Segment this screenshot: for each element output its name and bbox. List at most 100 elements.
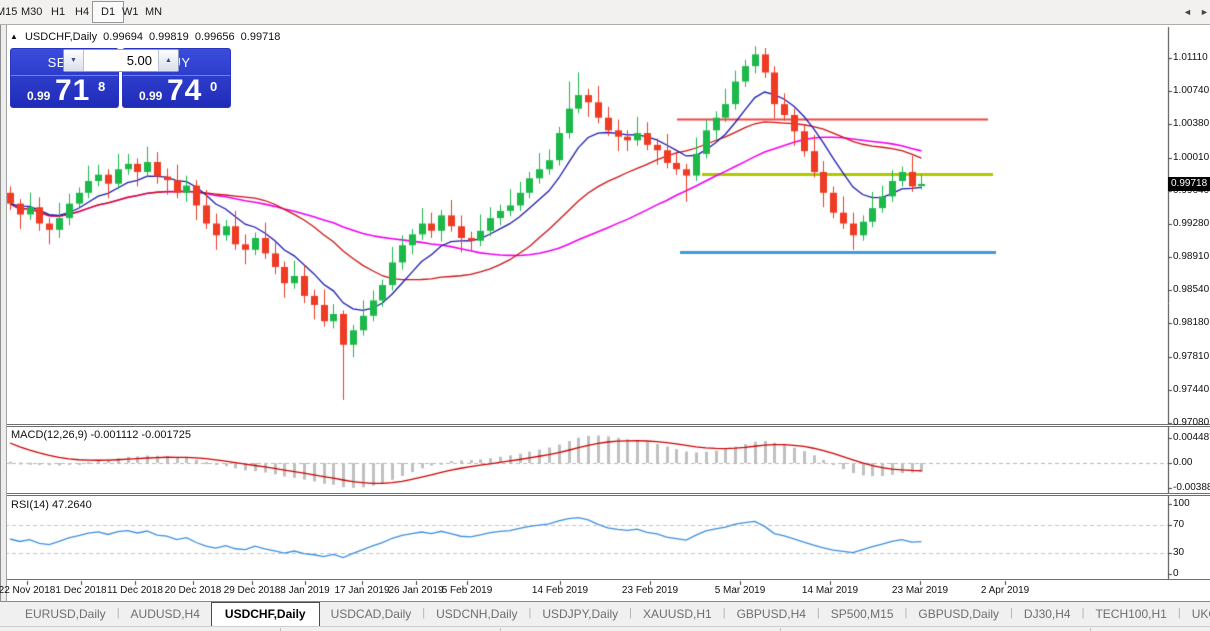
status-bar xyxy=(0,626,1210,631)
price-axis-label: 1.00010 xyxy=(1173,152,1210,163)
price-axis-label: 0.98180 xyxy=(1173,317,1210,328)
timeframe-button-h1[interactable]: H1 xyxy=(51,6,66,18)
timeframe-button-m15[interactable]: M15 xyxy=(0,6,18,18)
date-axis-label: 11 Dec 2018 xyxy=(107,585,163,596)
current-price-badge: 0.99718 xyxy=(1168,177,1210,191)
tab-separator: | xyxy=(422,607,426,619)
macd-axis-label: 0.004487 xyxy=(1173,432,1210,443)
tab-separator: | xyxy=(528,607,532,619)
window-left-border xyxy=(0,25,7,601)
chart-tab-xauusd-h1[interactable]: XAUUSD,H1 xyxy=(643,607,712,621)
status-separator xyxy=(1090,628,1091,631)
tab-separator: | xyxy=(816,607,820,619)
bar-high-value: 0.99819 xyxy=(149,31,189,43)
panel-splitter[interactable] xyxy=(0,424,1210,427)
chart-tab-usdjpy-daily[interactable]: USDJPY,Daily xyxy=(542,607,619,621)
bar-low-value: 0.99656 xyxy=(194,31,235,43)
price-axis-label: 1.00740 xyxy=(1173,85,1210,96)
chart-tab-gbpusd-h4[interactable]: GBPUSD,H4 xyxy=(736,607,806,621)
tab-separator: | xyxy=(629,607,633,619)
timeframe-button-d1[interactable]: D1 xyxy=(92,1,125,23)
chart-tab-eurusd-daily[interactable]: EURUSD,Daily xyxy=(25,607,106,621)
sell-price-prefix: 0.99 xyxy=(27,89,51,103)
buy-price-prefix: 0.99 xyxy=(139,89,163,103)
rsi-axis-label: 30 xyxy=(1173,547,1185,558)
date-axis-label: 22 Nov 2018 xyxy=(0,585,56,596)
timeframe-button-mn[interactable]: MN xyxy=(145,6,163,18)
status-separator xyxy=(280,628,281,631)
chart-symbol-label: USDCHF,Daily xyxy=(24,31,98,43)
chart-tab-sp500-m15[interactable]: SP500,M15 xyxy=(830,607,894,621)
panel-splitter[interactable] xyxy=(0,493,1210,496)
price-axis-label: 0.97810 xyxy=(1173,351,1210,362)
date-axis-label: 1 Dec 2018 xyxy=(55,585,107,596)
chart-tab-bar: EURUSD,Daily | AUDUSD,H4 USDCHF,Daily USDCAD… xyxy=(0,601,1210,626)
one-click-trading-panel: SELL 0.99 71 8 BUY 0.99 74 0 ▼ ▲ xyxy=(10,48,231,108)
tab-separator: | xyxy=(904,607,908,619)
price-axis-label: 0.98540 xyxy=(1173,284,1210,295)
status-separator xyxy=(500,628,501,631)
buy-price-pip: 0 xyxy=(210,79,218,94)
macd-axis-label: 0.00 xyxy=(1173,457,1193,468)
volume-spinner: ▼ ▲ xyxy=(63,49,179,72)
price-axis-label: 1.00380 xyxy=(1173,118,1210,129)
chart-tab-ukc[interactable]: UKC xyxy=(1191,607,1210,621)
chart-ohlc-header: ▲ USDCHF,Daily 0.99694 0.99819 0.99656 0… xyxy=(10,31,283,43)
chart-tab-dj30-h4[interactable]: DJ30,H4 xyxy=(1023,607,1071,621)
rsi-axis-label: 70 xyxy=(1173,519,1185,530)
chevron-up-icon: ▲ xyxy=(165,57,172,64)
tab-separator: | xyxy=(116,607,120,619)
price-axis-label: 0.97080 xyxy=(1173,417,1210,428)
chart-tab-audusd-h4[interactable]: AUDUSD,H4 xyxy=(130,607,200,621)
date-axis-label: 20 Dec 2018 xyxy=(164,585,222,596)
date-axis-label: 5 Mar 2019 xyxy=(714,585,766,596)
date-axis-label: 14 Mar 2019 xyxy=(801,585,859,596)
time-axis-line xyxy=(0,579,1210,580)
timeframe-button-m30[interactable]: M30 xyxy=(21,6,43,18)
tab-scroll-right-icon[interactable]: ► xyxy=(1200,7,1209,17)
tab-separator: | xyxy=(1177,607,1181,619)
date-axis-label: 14 Feb 2019 xyxy=(531,585,589,596)
buy-price: 0.99 74 0 xyxy=(123,74,230,109)
date-axis-label: 8 Jan 2019 xyxy=(280,585,330,596)
date-axis-label: 5 Feb 2019 xyxy=(441,585,493,596)
bar-open-value: 0.99694 xyxy=(103,31,143,43)
date-axis-label: 29 Dec 2018 xyxy=(223,585,281,596)
timeframe-button-h4[interactable]: H4 xyxy=(75,6,90,18)
macd-axis-label: -0.003883 xyxy=(1173,482,1210,493)
volume-decrease-button[interactable]: ▼ xyxy=(64,50,84,71)
price-axis-label: 1.01110 xyxy=(1173,52,1208,63)
bar-close-value: 0.99718 xyxy=(240,31,281,43)
macd-label: MACD(12,26,9) -0.001112 -0.001725 xyxy=(11,429,191,441)
price-axis-label: 0.97440 xyxy=(1173,384,1210,395)
tab-separator: | xyxy=(1010,607,1013,619)
chart-tab-tech100-h1[interactable]: TECH100,H1 xyxy=(1095,607,1167,621)
date-axis-label: 17 Jan 2019 xyxy=(334,585,390,596)
rsi-label: RSI(14) 47.2640 xyxy=(11,499,92,511)
date-axis-label: 26 Jan 2019 xyxy=(388,585,444,596)
rsi-axis-label: 0 xyxy=(1173,568,1179,579)
date-axis-label: 23 Mar 2019 xyxy=(891,585,949,596)
sell-price-pip: 8 xyxy=(98,79,106,94)
volume-increase-button[interactable]: ▲ xyxy=(158,50,178,71)
date-axis-label: 2 Apr 2019 xyxy=(980,585,1030,596)
tab-scroll-left-icon[interactable]: ◄ xyxy=(1183,7,1192,17)
price-axis-label: 0.99280 xyxy=(1173,218,1210,229)
chart-tab-usdcad-daily[interactable]: USDCAD,Daily xyxy=(330,607,412,621)
chart-tab-usdcnh-daily[interactable]: USDCNH,Daily xyxy=(436,607,518,621)
date-axis-label: 23 Feb 2019 xyxy=(621,585,679,596)
sell-price: 0.99 71 8 xyxy=(11,74,118,109)
chart-tab-usdchf-daily[interactable]: USDCHF,Daily xyxy=(210,602,320,626)
timeframe-button-w1[interactable]: W1 xyxy=(122,6,139,18)
buy-price-big: 74 xyxy=(167,74,203,107)
volume-input[interactable] xyxy=(84,50,158,71)
chart-tab-gbpusd-daily[interactable]: GBPUSD,Daily xyxy=(918,607,1000,621)
ohlc-marker-icon: ▲ xyxy=(10,32,18,41)
rsi-axis-label: 100 xyxy=(1173,498,1190,509)
chevron-down-icon: ▼ xyxy=(70,57,77,64)
sell-price-big: 71 xyxy=(55,74,91,107)
price-axis-label: 0.98910 xyxy=(1173,251,1210,262)
status-separator xyxy=(780,628,781,631)
